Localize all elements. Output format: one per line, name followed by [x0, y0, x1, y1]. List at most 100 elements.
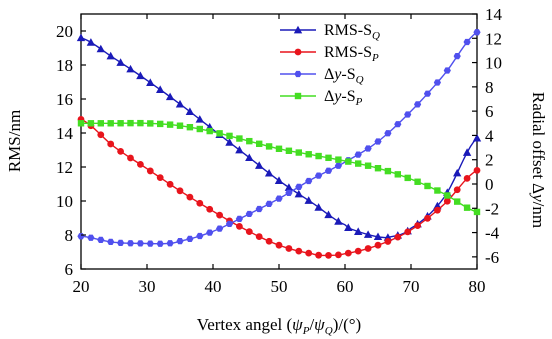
legend-label: RMS-SP: [324, 44, 379, 64]
data-point: [295, 247, 303, 255]
y-tick-label-left: 14: [56, 124, 74, 143]
data-point: [146, 167, 154, 175]
data-point: [255, 233, 263, 240]
y-tick-label-left: 10: [56, 192, 73, 211]
x-tick-label: 60: [337, 277, 354, 296]
data-point: [156, 240, 164, 247]
data-point: [156, 174, 164, 182]
data-point: [165, 92, 175, 101]
data-point: [107, 238, 115, 245]
y-tick-label-left: 12: [56, 158, 73, 177]
y-tick-label-right: 14: [485, 5, 503, 24]
data-point: [314, 203, 323, 211]
data-point: [374, 241, 382, 249]
data-point: [363, 230, 373, 238]
data-point: [245, 153, 254, 162]
data-point: [394, 233, 402, 241]
data-point: [434, 187, 441, 194]
data-point: [77, 120, 85, 127]
data-point: [373, 232, 383, 241]
data-point: [354, 227, 363, 235]
x-tick-label: 30: [139, 277, 156, 296]
data-point: [216, 225, 224, 232]
data-point: [166, 121, 174, 128]
data-point: [423, 90, 432, 97]
data-point: [86, 38, 96, 46]
data-point: [226, 132, 233, 140]
data-point: [97, 120, 104, 127]
legend-label: RMS-SQ: [324, 22, 380, 42]
series-line-1: [80, 118, 478, 257]
data-point: [355, 160, 362, 167]
y-tick-label-right: 12: [485, 29, 502, 48]
data-point: [175, 99, 185, 108]
data-point: [285, 147, 293, 154]
data-point: [443, 197, 451, 205]
data-point: [107, 120, 114, 127]
legend-label: Δy-SQ: [324, 66, 364, 86]
data-point: [344, 223, 353, 231]
data-point: [235, 215, 243, 223]
data-point: [434, 206, 441, 214]
data-point: [374, 138, 382, 145]
data-point: [285, 245, 293, 252]
data-point: [304, 196, 313, 204]
data-point: [334, 217, 343, 225]
data-point: [334, 162, 342, 169]
data-point: [345, 158, 352, 165]
series-2: [77, 29, 481, 247]
data-point: [335, 156, 342, 163]
data-point: [295, 149, 302, 156]
data-point: [216, 211, 224, 219]
y-tick-label-right: 8: [485, 78, 494, 97]
data-point: [157, 120, 164, 128]
series-1: [77, 116, 481, 259]
data-point: [195, 115, 204, 123]
data-point: [117, 120, 124, 127]
y-tick-label-right: -2: [485, 199, 499, 218]
data-point: [275, 195, 283, 202]
data-point: [404, 174, 411, 182]
data-point: [245, 228, 253, 235]
legend-entry-2: Δy-SQ: [280, 66, 364, 86]
data-point: [196, 199, 204, 207]
y-tick-label-left: 6: [65, 260, 74, 279]
data-point: [186, 123, 194, 131]
data-point: [394, 121, 402, 128]
data-point: [453, 168, 462, 177]
data-point: [394, 171, 401, 178]
data-point: [106, 51, 115, 60]
data-point: [96, 44, 105, 53]
data-point: [354, 151, 362, 158]
data-point: [196, 125, 203, 133]
data-point: [265, 237, 273, 245]
data-point: [275, 145, 283, 152]
data-point: [414, 101, 422, 108]
data-point: [107, 140, 115, 148]
data-point: [364, 245, 372, 252]
data-point: [235, 145, 244, 154]
data-point: [453, 186, 461, 194]
data-point: [185, 107, 195, 115]
data-point: [453, 52, 461, 60]
y-tick-label-left: 8: [65, 226, 74, 245]
data-point: [264, 168, 274, 177]
curves: [76, 29, 482, 259]
y-tick-label-left: 18: [56, 56, 73, 75]
legend-entry-1: RMS-SP: [280, 44, 379, 64]
data-point: [284, 183, 294, 191]
legend-entry-0: RMS-SQ: [280, 22, 380, 42]
y-tick-label-right: 2: [485, 151, 494, 170]
data-point: [324, 210, 333, 219]
data-point: [374, 165, 382, 172]
y-tick-label-right: 4: [485, 126, 494, 145]
data-point: [473, 29, 481, 36]
data-point: [404, 111, 412, 118]
x-axis-label: Vertex angel (ψP/ψQ)/(°): [197, 315, 361, 337]
data-point: [344, 249, 352, 257]
series-3: [77, 119, 481, 216]
data-point: [117, 147, 124, 155]
data-point: [236, 223, 243, 230]
data-point: [414, 178, 421, 185]
data-point: [433, 79, 441, 86]
